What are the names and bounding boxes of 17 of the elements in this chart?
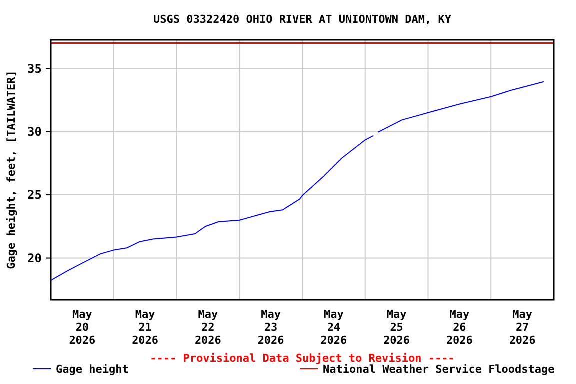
x-tick-label: May 22 2026 [194,308,222,347]
x-tick-label: May 20 2026 [69,308,96,347]
y-tick-label: 20 [28,251,42,266]
y-tick-label: 25 [28,188,42,202]
x-tick-label: May 25 2026 [384,308,410,347]
x-tick-label: May 23 2026 [258,308,285,347]
text: ---- Provisional Data Subject to Revision ---- [150,352,455,365]
y-tick-label: 35 [28,62,42,76]
legend-label: Gage height [56,363,129,376]
x-tick-label: May 26 2026 [446,308,474,347]
y-tick-label: 30 [28,125,42,140]
x-tick-label: May 21 2026 [132,308,159,347]
x-tick-label: May 27 2026 [509,308,536,347]
x-tick-label: May 24 2026 [320,308,348,347]
legend-label: National Weather Service Floodstage [323,363,556,376]
y-axis-title: Gage height, feet, [TAILWATER] [5,70,18,270]
chart-title: USGS 03322420 OHIO RIVER AT UNIONTOWN DAM, KY [153,13,452,26]
